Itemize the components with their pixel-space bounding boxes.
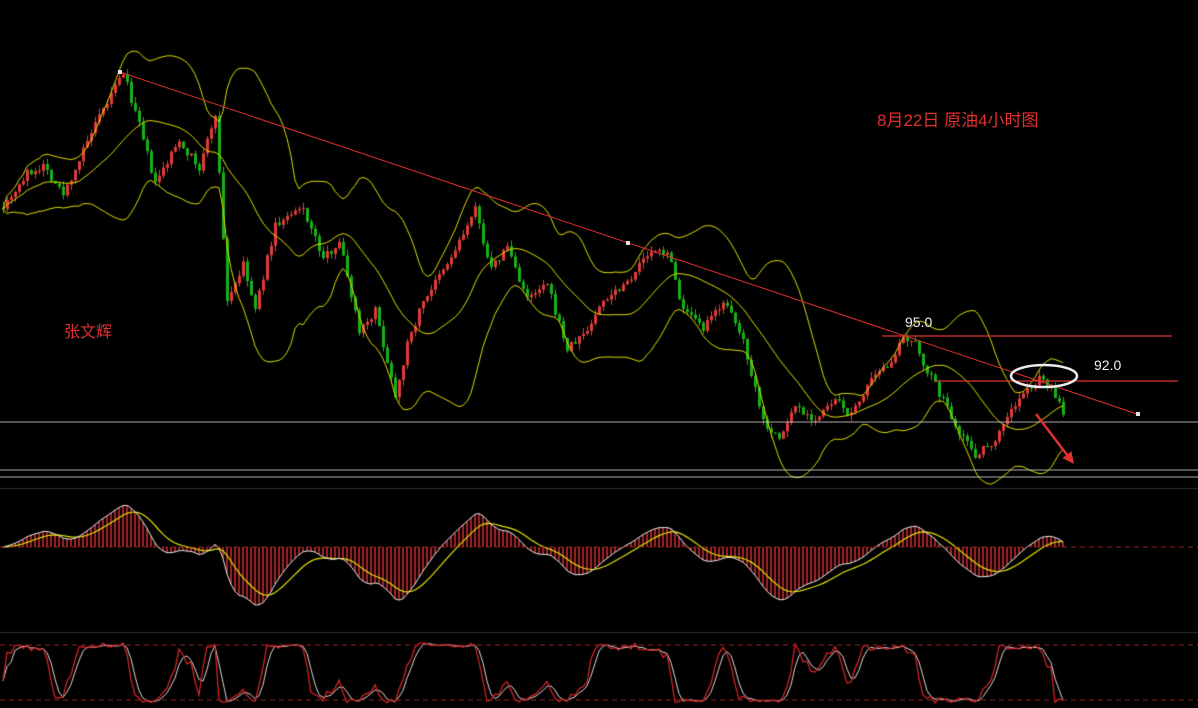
down-arrow-head[interactable] — [1062, 451, 1074, 464]
down-direction-arrow[interactable] — [1035, 413, 1074, 464]
down-arrow-shaft[interactable] — [1035, 413, 1072, 460]
price-label-92: 92.0 — [1094, 357, 1122, 373]
trendline-marker-mid[interactable] — [626, 241, 630, 245]
analyst-watermark: 张文辉 — [64, 324, 113, 341]
highlight-ellipse[interactable] — [1009, 363, 1079, 389]
trendline-marker-end[interactable] — [1136, 412, 1140, 416]
price-label-95: 95.0 — [905, 314, 933, 330]
chart-title: 8月22日 原油4小时图 — [877, 111, 1039, 130]
trendline-marker-start[interactable] — [118, 70, 122, 74]
